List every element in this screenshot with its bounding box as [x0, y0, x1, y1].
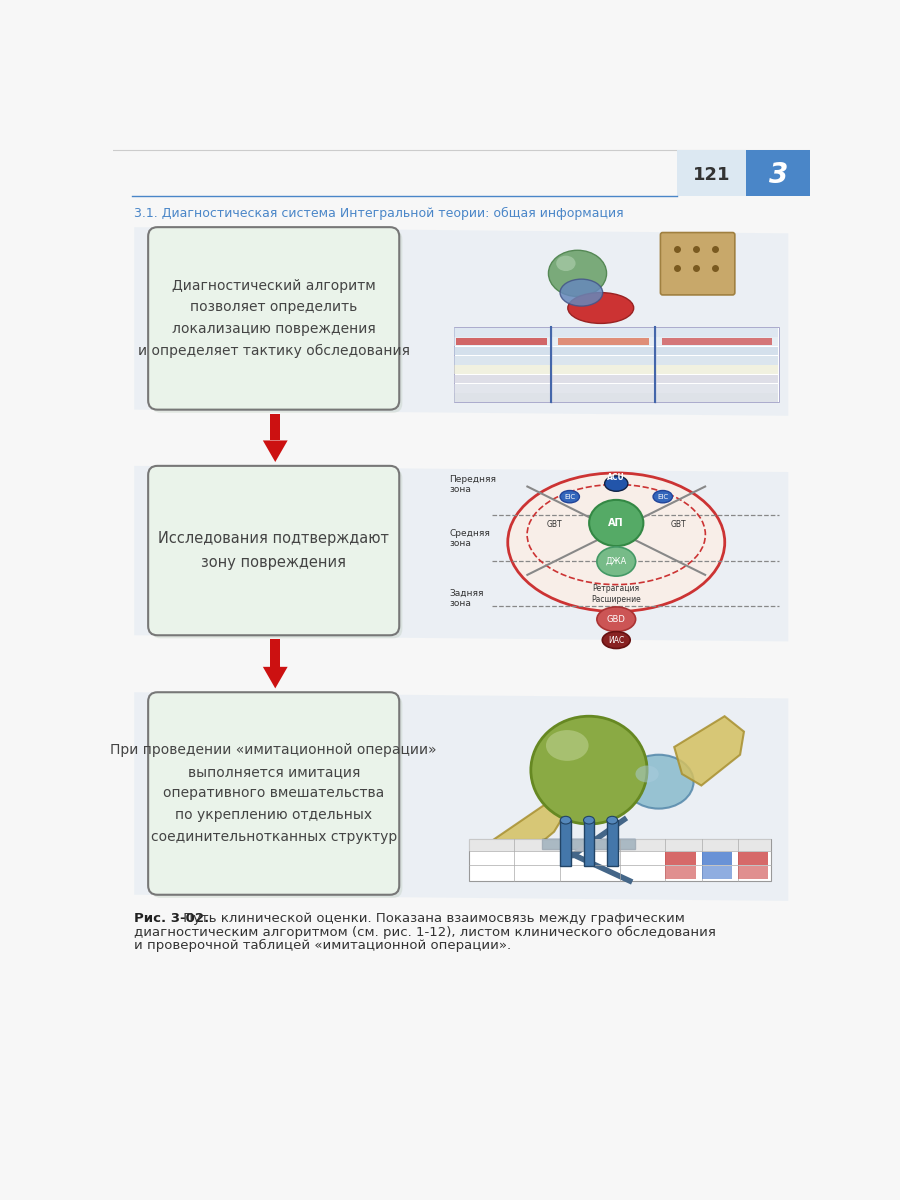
- Bar: [454, 384, 778, 392]
- Bar: [454, 337, 778, 346]
- Ellipse shape: [508, 473, 724, 612]
- Ellipse shape: [590, 500, 644, 546]
- Bar: [270, 414, 280, 440]
- Text: ДЖА: ДЖА: [606, 557, 627, 566]
- Bar: [702, 852, 732, 865]
- Polygon shape: [674, 716, 744, 786]
- Text: Задняя
зона: Задняя зона: [450, 589, 484, 608]
- Polygon shape: [263, 440, 288, 462]
- Ellipse shape: [560, 280, 603, 306]
- Polygon shape: [134, 692, 788, 901]
- FancyBboxPatch shape: [151, 695, 402, 898]
- Bar: [454, 328, 778, 336]
- Text: Расширение: Расширение: [591, 595, 641, 605]
- Ellipse shape: [597, 547, 635, 576]
- Text: 121: 121: [693, 166, 730, 184]
- Bar: [662, 337, 772, 344]
- Ellipse shape: [653, 491, 672, 503]
- Ellipse shape: [597, 607, 635, 631]
- Text: диагностическим алгоритмом (см. рис. 1-12), листом клинического обследования: диагностическим алгоритмом (см. рис. 1-1…: [134, 925, 716, 938]
- Text: Диагностический алгоритм
позволяет определить
локализацию повреждения
и определя: Диагностический алгоритм позволяет опред…: [138, 278, 410, 358]
- Bar: [607, 820, 617, 866]
- Ellipse shape: [531, 716, 647, 824]
- Bar: [454, 394, 778, 402]
- Bar: [738, 852, 769, 865]
- Bar: [665, 866, 696, 878]
- Bar: [702, 866, 732, 878]
- Polygon shape: [134, 227, 788, 416]
- Ellipse shape: [548, 251, 607, 296]
- Text: Путь клинической оценки. Показана взаимосвязь между графическим: Путь клинической оценки. Показана взаимо…: [179, 912, 685, 925]
- Bar: [746, 150, 810, 197]
- Text: 3: 3: [769, 161, 788, 188]
- Text: АП: АП: [608, 518, 624, 528]
- Text: Ретрагация: Ретрагация: [593, 584, 640, 593]
- Text: GBT: GBT: [546, 520, 562, 529]
- Text: GBD: GBD: [607, 614, 625, 624]
- Text: Исследования подтверждают
зону повреждения: Исследования подтверждают зону поврежден…: [158, 532, 389, 570]
- FancyBboxPatch shape: [148, 466, 400, 635]
- Text: При проведении «имитационной операции»
выполняется имитация
оперативного вмешате: При проведении «имитационной операции» в…: [111, 743, 437, 844]
- Polygon shape: [263, 667, 288, 689]
- Bar: [454, 328, 779, 402]
- Text: EIC: EIC: [564, 493, 575, 499]
- Ellipse shape: [561, 816, 572, 824]
- Bar: [454, 365, 778, 374]
- Bar: [455, 337, 547, 344]
- Bar: [454, 347, 778, 355]
- Ellipse shape: [583, 816, 594, 824]
- Ellipse shape: [635, 766, 659, 782]
- Ellipse shape: [602, 631, 630, 648]
- Text: и проверочной таблицей «имитационной операции».: и проверочной таблицей «имитационной опе…: [134, 940, 511, 953]
- Bar: [270, 640, 280, 667]
- Bar: [469, 839, 771, 881]
- Ellipse shape: [560, 491, 580, 503]
- Text: Средняя
зона: Средняя зона: [450, 529, 491, 548]
- Text: Рис. 3-02.: Рис. 3-02.: [134, 912, 210, 925]
- Text: Передняя
зона: Передняя зона: [450, 475, 497, 494]
- Bar: [454, 356, 778, 365]
- Ellipse shape: [546, 730, 589, 761]
- Ellipse shape: [556, 256, 576, 271]
- FancyBboxPatch shape: [151, 469, 402, 638]
- Text: ИАС: ИАС: [608, 636, 625, 644]
- Ellipse shape: [607, 816, 617, 824]
- FancyBboxPatch shape: [148, 227, 400, 409]
- Polygon shape: [134, 466, 788, 642]
- Bar: [738, 866, 769, 878]
- Text: GBT: GBT: [670, 520, 686, 529]
- FancyBboxPatch shape: [148, 692, 400, 895]
- Ellipse shape: [605, 476, 628, 491]
- Bar: [469, 839, 771, 851]
- FancyBboxPatch shape: [151, 230, 402, 413]
- Text: ACU: ACU: [608, 473, 625, 482]
- Bar: [558, 337, 649, 344]
- Bar: [677, 150, 746, 197]
- Bar: [454, 374, 778, 383]
- Bar: [583, 820, 594, 866]
- Text: EIC: EIC: [657, 493, 669, 499]
- Ellipse shape: [568, 293, 634, 324]
- Ellipse shape: [624, 755, 694, 809]
- FancyBboxPatch shape: [661, 233, 734, 295]
- Polygon shape: [477, 800, 566, 874]
- Bar: [665, 852, 696, 865]
- Text: 3.1. Диагностическая система Интегральной теории: общая информация: 3.1. Диагностическая система Интегрально…: [134, 208, 624, 221]
- Bar: [561, 820, 572, 866]
- Bar: [543, 840, 635, 848]
